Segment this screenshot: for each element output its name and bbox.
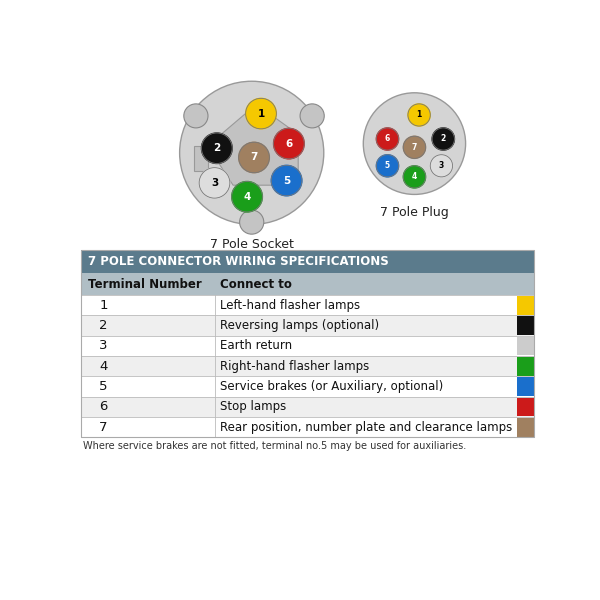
Text: Right-hand flasher lamps: Right-hand flasher lamps	[220, 360, 370, 373]
Text: 1: 1	[99, 299, 107, 312]
Text: 4: 4	[412, 172, 417, 181]
Text: Terminal Number: Terminal Number	[88, 278, 202, 290]
Polygon shape	[194, 146, 208, 172]
Polygon shape	[208, 104, 298, 185]
Text: 3: 3	[211, 178, 218, 188]
Text: Left-hand flasher lamps: Left-hand flasher lamps	[220, 299, 360, 312]
Text: Connect to: Connect to	[220, 278, 292, 290]
FancyBboxPatch shape	[80, 316, 535, 336]
Text: Earth return: Earth return	[220, 340, 292, 352]
Text: 4: 4	[244, 192, 251, 202]
Circle shape	[408, 104, 430, 126]
Circle shape	[239, 142, 269, 173]
Text: Service brakes (or Auxiliary, optional): Service brakes (or Auxiliary, optional)	[220, 380, 443, 393]
Circle shape	[430, 155, 452, 177]
Text: Where service brakes are not fitted, terminal no.5 may be used for auxiliaries.: Where service brakes are not fitted, ter…	[83, 441, 466, 451]
Circle shape	[376, 155, 398, 177]
Text: 6: 6	[99, 400, 107, 413]
Text: 7: 7	[250, 152, 258, 163]
FancyBboxPatch shape	[80, 295, 535, 316]
Circle shape	[184, 104, 208, 128]
FancyBboxPatch shape	[80, 336, 535, 356]
FancyBboxPatch shape	[517, 296, 535, 314]
Circle shape	[202, 133, 232, 163]
Text: 1: 1	[416, 110, 422, 119]
Text: 7 POLE CONNECTOR WIRING SPECIFICATIONS: 7 POLE CONNECTOR WIRING SPECIFICATIONS	[88, 255, 388, 268]
Circle shape	[376, 128, 398, 150]
Circle shape	[300, 104, 324, 128]
FancyBboxPatch shape	[517, 337, 535, 355]
Circle shape	[274, 128, 304, 159]
FancyBboxPatch shape	[517, 357, 535, 376]
FancyBboxPatch shape	[80, 417, 535, 437]
FancyBboxPatch shape	[517, 418, 535, 437]
Text: 5: 5	[385, 161, 390, 170]
Text: 3: 3	[439, 161, 444, 170]
Text: Rear position, number plate and clearance lamps: Rear position, number plate and clearanc…	[220, 421, 512, 434]
FancyBboxPatch shape	[517, 316, 535, 335]
FancyBboxPatch shape	[80, 397, 535, 417]
Circle shape	[179, 81, 324, 224]
FancyBboxPatch shape	[80, 273, 535, 295]
Circle shape	[364, 93, 466, 194]
FancyBboxPatch shape	[80, 376, 535, 397]
Text: 6: 6	[285, 139, 293, 149]
Text: 7 Pole Socket: 7 Pole Socket	[210, 238, 293, 251]
Circle shape	[403, 166, 425, 188]
FancyBboxPatch shape	[80, 356, 535, 376]
Circle shape	[245, 98, 277, 129]
Text: Reversing lamps (optional): Reversing lamps (optional)	[220, 319, 379, 332]
Text: 6: 6	[385, 134, 390, 143]
Circle shape	[199, 167, 230, 198]
Text: 7: 7	[99, 421, 107, 434]
Text: Stop lamps: Stop lamps	[220, 400, 286, 413]
Circle shape	[271, 166, 302, 196]
Text: 2: 2	[99, 319, 107, 332]
Text: 3: 3	[99, 340, 107, 352]
Text: 4: 4	[99, 360, 107, 373]
Circle shape	[239, 210, 264, 234]
FancyBboxPatch shape	[517, 398, 535, 416]
Circle shape	[403, 136, 425, 158]
Circle shape	[432, 128, 454, 150]
Text: 5: 5	[99, 380, 107, 393]
Text: 7 Pole Plug: 7 Pole Plug	[380, 206, 449, 219]
Text: 5: 5	[283, 176, 290, 185]
Text: 7: 7	[412, 143, 417, 152]
Circle shape	[232, 181, 262, 212]
FancyBboxPatch shape	[80, 250, 535, 273]
Text: 2: 2	[440, 134, 446, 143]
Text: 2: 2	[213, 143, 220, 153]
FancyBboxPatch shape	[517, 377, 535, 396]
Text: 1: 1	[257, 109, 265, 119]
